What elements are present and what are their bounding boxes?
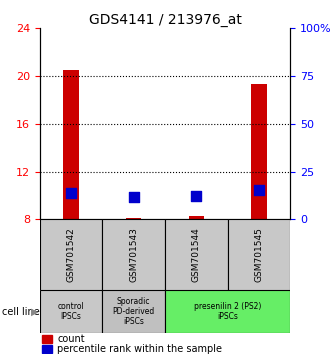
- Text: GSM701542: GSM701542: [66, 228, 76, 282]
- Point: [194, 193, 199, 199]
- Bar: [251, 85, 267, 219]
- Bar: [103, 219, 165, 290]
- Bar: [165, 290, 290, 333]
- Text: percentile rank within the sample: percentile rank within the sample: [57, 344, 222, 354]
- Bar: [126, 218, 142, 219]
- Bar: [40, 219, 102, 290]
- Text: GSM701544: GSM701544: [192, 228, 201, 282]
- Text: GSM701545: GSM701545: [254, 227, 264, 282]
- Text: cell line: cell line: [2, 307, 39, 316]
- Text: ▶: ▶: [31, 307, 39, 316]
- Point: [131, 194, 136, 200]
- Text: count: count: [57, 334, 85, 344]
- Text: Sporadic
PD-derived
iPSCs: Sporadic PD-derived iPSCs: [113, 297, 155, 326]
- Title: GDS4141 / 213976_at: GDS4141 / 213976_at: [88, 13, 242, 27]
- Bar: [103, 290, 165, 333]
- Bar: [165, 219, 227, 290]
- Bar: [228, 219, 290, 290]
- Bar: [42, 335, 52, 343]
- Bar: [188, 217, 204, 219]
- Bar: [63, 70, 79, 219]
- Bar: [42, 345, 52, 353]
- Point: [256, 187, 262, 193]
- Text: control
IPSCs: control IPSCs: [57, 302, 84, 321]
- Text: GSM701543: GSM701543: [129, 227, 138, 282]
- Point: [68, 190, 74, 196]
- Bar: [40, 290, 102, 333]
- Text: presenilin 2 (PS2)
iPSCs: presenilin 2 (PS2) iPSCs: [194, 302, 261, 321]
